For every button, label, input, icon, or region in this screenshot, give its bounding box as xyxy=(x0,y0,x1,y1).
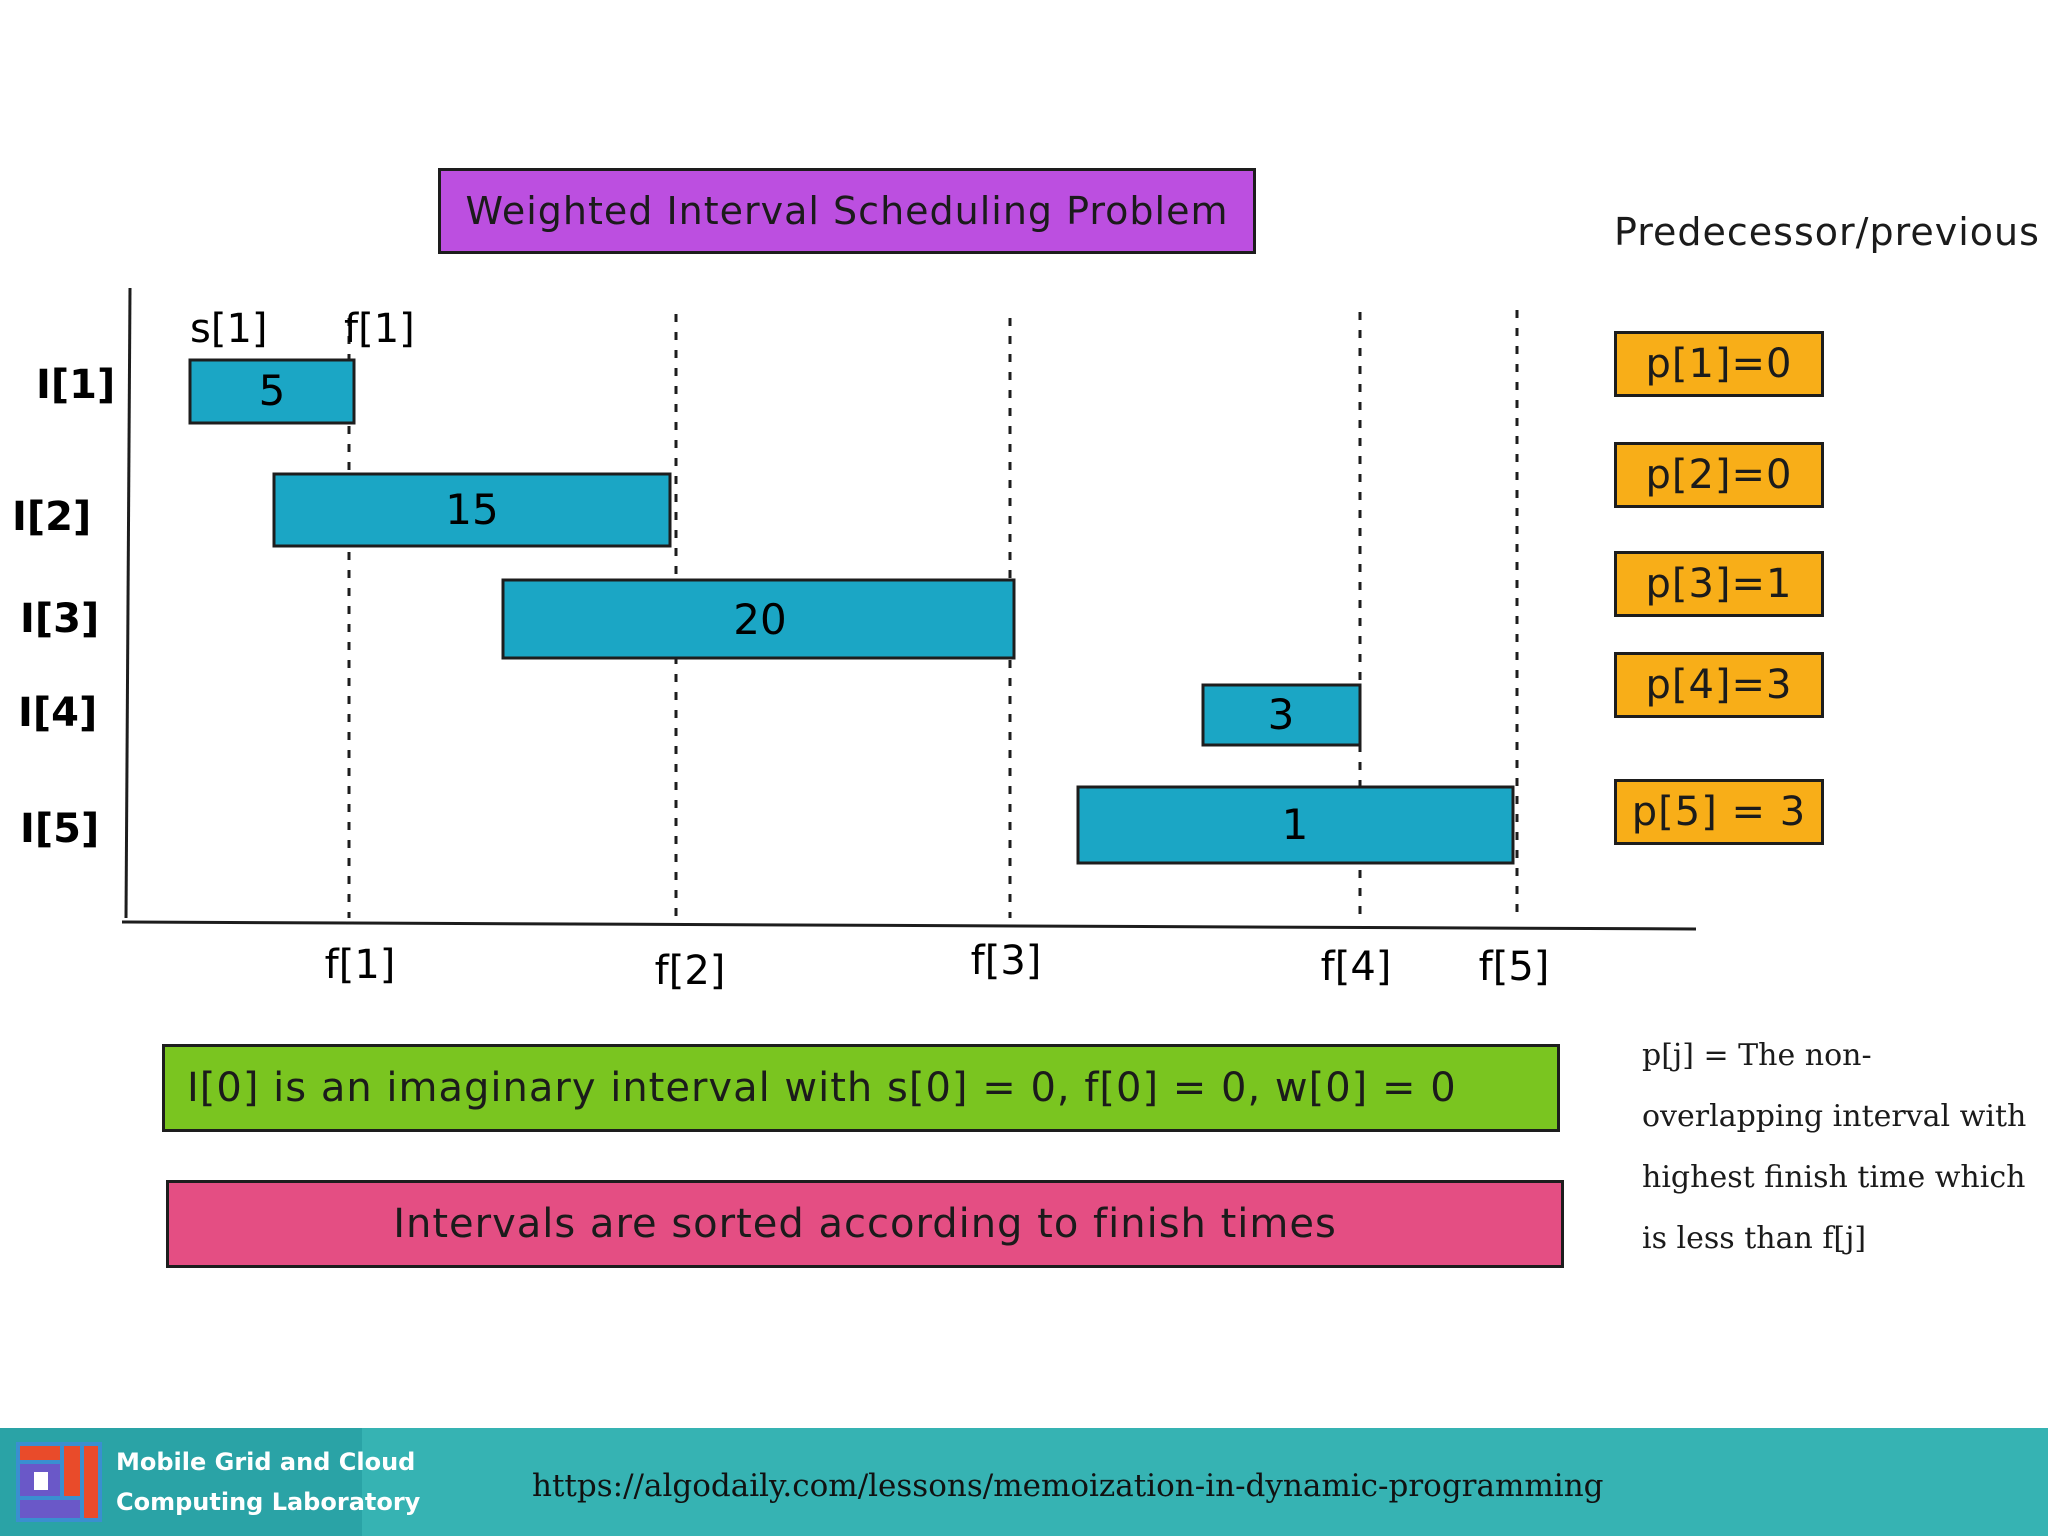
interval-label-2: I[2] xyxy=(12,494,91,540)
predecessor-box-4: p[4]=3 xyxy=(1614,652,1824,718)
interval-label-4: I[4] xyxy=(18,690,97,736)
finish-label-2: f[2] xyxy=(655,948,726,994)
predecessor-4: p[4]=3 xyxy=(1645,662,1793,708)
interval-weight-3: 20 xyxy=(733,595,786,644)
title-box: Weighted Interval Scheduling Problem xyxy=(438,168,1256,254)
interval-bars xyxy=(188,358,1515,865)
lab-name-line-2: Computing Laboratory xyxy=(116,1488,421,1516)
interval-weight-1: 5 xyxy=(259,366,286,415)
finish-label-3: f[3] xyxy=(971,938,1042,984)
predecessor-box-2: p[2]=0 xyxy=(1614,442,1824,508)
lab-name-line-1: Mobile Grid and Cloud xyxy=(116,1448,416,1476)
top-finish-label: f[1] xyxy=(344,306,415,352)
imaginary-interval-box: I[0] is an imaginary interval with s[0] … xyxy=(162,1044,1560,1132)
interval-diagram: 5 15 20 3 1 I[1] I[2] I[3] I[4] I[5] s[1… xyxy=(12,287,1697,994)
interval-bar-5 xyxy=(1076,785,1515,865)
lab-branding: Mobile Grid and Cloud Computing Laborato… xyxy=(0,1428,420,1536)
predecessor-5: p[5] = 3 xyxy=(1631,789,1807,835)
interval-label-3: I[3] xyxy=(20,596,99,642)
predecessor-definition-note: p[j] = The non-overlapping interval with… xyxy=(1642,1038,2027,1256)
interval-label-1: I[1] xyxy=(36,362,115,408)
predecessor-1: p[1]=0 xyxy=(1645,341,1793,387)
finish-label-4: f[4] xyxy=(1321,944,1392,990)
predecessor-heading: Predecessor/previous xyxy=(1614,210,2040,254)
x-axis xyxy=(121,920,1697,931)
predecessor-3: p[3]=1 xyxy=(1645,561,1793,607)
predecessor-box-3: p[3]=1 xyxy=(1614,551,1824,617)
imaginary-interval-text: I[0] is an imaginary interval with s[0] … xyxy=(187,1065,1457,1111)
interval-bar-2 xyxy=(272,472,672,548)
interval-weight-2: 15 xyxy=(445,485,498,534)
diagram-title: Weighted Interval Scheduling Problem xyxy=(465,189,1229,233)
interval-weight-4: 3 xyxy=(1268,690,1295,739)
predecessor-2: p[2]=0 xyxy=(1645,452,1793,498)
interval-bar-3 xyxy=(501,578,1016,660)
finish-label-5: f[5] xyxy=(1479,944,1550,990)
predecessor-box-5: p[5] = 3 xyxy=(1614,779,1824,845)
sorted-note-box: Intervals are sorted according to finish… xyxy=(166,1180,1564,1268)
lab-logo-icon xyxy=(16,1442,102,1522)
footer-bar: Mobile Grid and Cloud Computing Laborato… xyxy=(0,1428,2048,1536)
start-label: s[1] xyxy=(190,306,268,352)
interval-bar-4 xyxy=(1201,683,1362,747)
interval-weight-5: 1 xyxy=(1282,800,1309,849)
predecessor-box-1: p[1]=0 xyxy=(1614,331,1824,397)
interval-label-5: I[5] xyxy=(20,806,99,852)
finish-label-1: f[1] xyxy=(325,942,396,988)
sorted-note-text: Intervals are sorted according to finish… xyxy=(393,1201,1337,1247)
source-url: https://algodaily.com/lessons/memoizatio… xyxy=(532,1468,1604,1504)
y-axis xyxy=(124,287,132,919)
interval-bar-1 xyxy=(188,358,356,425)
